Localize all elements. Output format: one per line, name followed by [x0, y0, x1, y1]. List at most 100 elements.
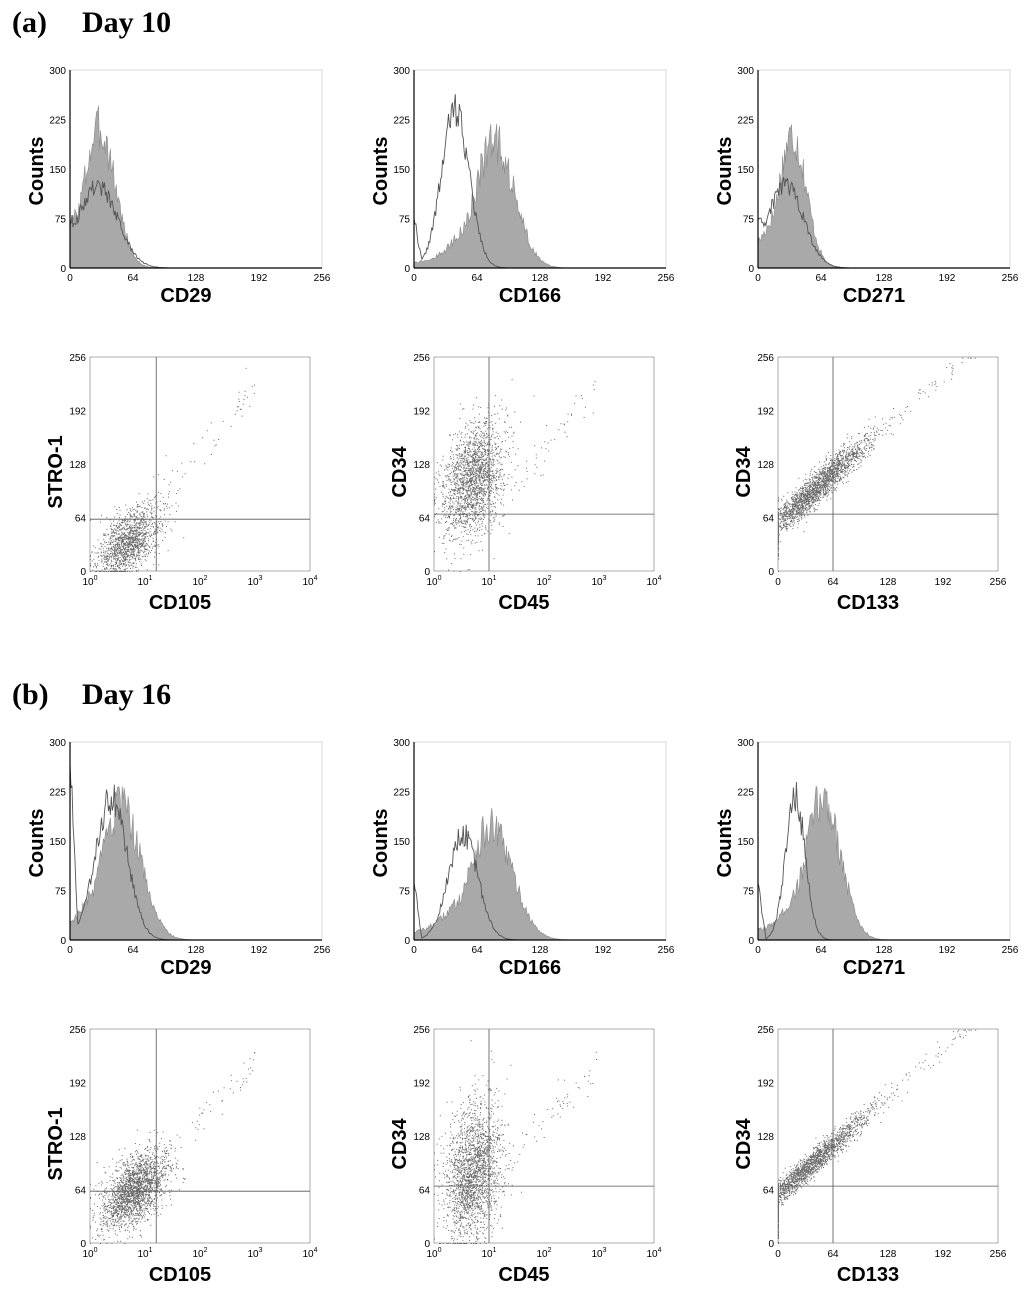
x-tick-label: 128: [880, 1249, 897, 1260]
x-tick-label: 0: [411, 273, 417, 284]
y-tick-label: 256: [69, 1025, 86, 1036]
y-tick-label: 300: [49, 738, 66, 749]
x-tick-exponent: 1: [149, 1247, 153, 1254]
y-axis-label: Counts: [714, 809, 736, 878]
y-tick-label: 225: [393, 116, 410, 127]
plot-frame: [433, 356, 655, 572]
x-tick-base: 10: [536, 1249, 548, 1260]
x-tick-base: 10: [302, 577, 314, 588]
y-tick-label: 64: [763, 514, 775, 525]
x-tick-exponent: 3: [259, 575, 263, 582]
x-tick-label: 128: [880, 577, 897, 588]
y-axis-label: Counts: [370, 137, 392, 206]
x-tick-label: 192: [935, 577, 952, 588]
y-tick-label: 128: [757, 460, 774, 471]
x-axis-label: CD45: [498, 1264, 549, 1286]
x-tick-exponent: 2: [548, 575, 552, 582]
x-axis-label: CD29: [160, 957, 211, 979]
x-tick-label: 256: [1002, 945, 1019, 956]
x-tick-label: 0: [67, 945, 73, 956]
y-tick-label: 0: [80, 1239, 86, 1250]
x-tick-label: 64: [471, 273, 483, 284]
x-tick-label: 101: [137, 1247, 152, 1260]
y-tick-label: 128: [69, 1132, 86, 1143]
y-tick-label: 225: [737, 788, 754, 799]
y-tick-label: 256: [757, 1025, 774, 1036]
section-day-a: Day 10: [82, 6, 172, 39]
x-tick-label: 102: [536, 575, 551, 588]
x-tick-label: 104: [302, 575, 317, 588]
y-tick-label: 0: [60, 936, 66, 947]
x-axis-label: CD29: [160, 285, 211, 307]
x-tick-label: 102: [192, 575, 207, 588]
y-tick-label: 0: [768, 567, 774, 578]
histogram-a-cd29: 0 75 150 225 300 0 64 128 192 256 CD29 Counts: [26, 66, 331, 307]
scatter-points: [778, 1029, 977, 1244]
x-tick-label: 128: [188, 273, 205, 284]
x-tick-exponent: 1: [149, 575, 153, 582]
plot-frame: [89, 1028, 311, 1244]
scatter-points: [434, 1040, 598, 1244]
y-tick-label: 192: [757, 1079, 774, 1090]
x-axis-label: CD271: [843, 285, 905, 307]
plot-frame: [777, 1028, 999, 1244]
x-tick-label: 103: [247, 575, 262, 588]
y-tick-label: 300: [393, 738, 410, 749]
x-tick-label: 64: [471, 945, 483, 956]
y-axis-label: Counts: [370, 809, 392, 878]
x-tick-exponent: 3: [603, 1247, 607, 1254]
y-tick-label: 0: [60, 264, 66, 275]
y-tick-label: 225: [737, 116, 754, 127]
x-tick-label: 256: [314, 945, 331, 956]
y-tick-label: 75: [399, 887, 411, 898]
y-tick-label: 0: [404, 264, 410, 275]
y-tick-label: 64: [419, 514, 431, 525]
scatter-b-cd133-cd34: 0 64 128 192 256 0 64 128 192 256 CD133 CD34: [733, 1025, 1007, 1286]
plot-frame: [433, 1028, 655, 1244]
x-tick-exponent: 3: [603, 575, 607, 582]
x-axis-label: CD133: [837, 1264, 899, 1286]
y-tick-label: 256: [413, 1025, 430, 1036]
scatter-points: [90, 367, 255, 572]
y-tick-label: 225: [393, 788, 410, 799]
x-axis-label: CD133: [837, 592, 899, 614]
y-tick-label: 192: [757, 407, 774, 418]
x-tick-exponent: 0: [94, 575, 98, 582]
x-tick-exponent: 2: [204, 575, 208, 582]
scatter-dots: [90, 1052, 256, 1244]
y-tick-label: 75: [743, 887, 755, 898]
x-tick-label: 256: [1002, 273, 1019, 284]
section-title-a: (a) Day 10: [12, 6, 171, 40]
y-tick-label: 128: [413, 1132, 430, 1143]
x-tick-base: 10: [247, 1249, 259, 1260]
y-tick-label: 192: [413, 407, 430, 418]
x-tick-label: 64: [827, 577, 839, 588]
y-tick-label: 0: [404, 936, 410, 947]
section-tag-b: (b): [12, 678, 49, 711]
y-axis-label: CD34: [389, 446, 411, 498]
plot-frame: [413, 69, 667, 269]
x-tick-label: 103: [591, 575, 606, 588]
x-tick-base: 10: [591, 577, 603, 588]
section-tag-a: (a): [12, 6, 47, 39]
x-tick-exponent: 3: [259, 1247, 263, 1254]
y-tick-label: 0: [768, 1239, 774, 1250]
x-tick-label: 192: [939, 945, 956, 956]
y-tick-label: 225: [49, 116, 66, 127]
y-tick-label: 192: [69, 1079, 86, 1090]
y-tick-label: 75: [743, 215, 755, 226]
filled-histogram: [413, 123, 666, 269]
y-tick-label: 150: [393, 165, 410, 176]
scatter-dots: [434, 1040, 598, 1244]
y-tick-label: 128: [757, 1132, 774, 1143]
x-tick-label: 128: [876, 273, 893, 284]
x-axis-label: CD45: [498, 592, 549, 614]
y-axis-label: CD34: [733, 446, 755, 498]
x-tick-label: 104: [302, 1247, 317, 1260]
x-tick-label: 0: [411, 945, 417, 956]
x-tick-label: 0: [67, 273, 73, 284]
y-tick-label: 128: [69, 460, 86, 471]
x-tick-label: 192: [939, 273, 956, 284]
x-tick-label: 192: [595, 945, 612, 956]
x-tick-label: 101: [137, 575, 152, 588]
